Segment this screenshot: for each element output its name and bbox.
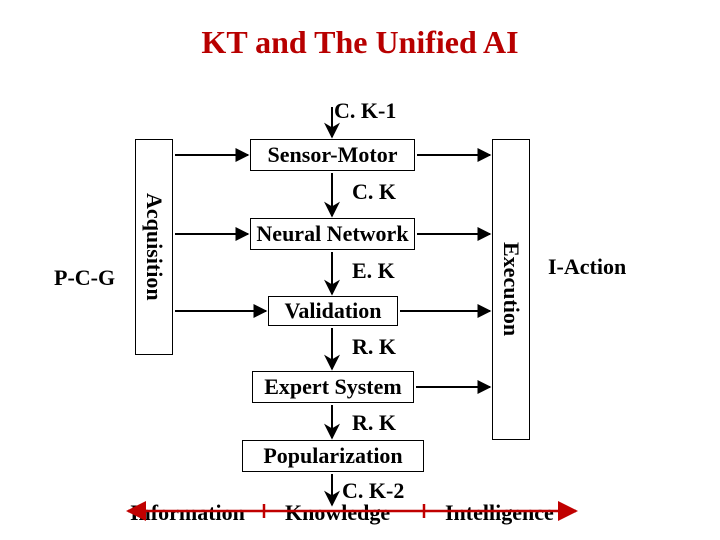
level-ek: E. K bbox=[352, 258, 395, 284]
left-pillar-label: Acquisition bbox=[141, 159, 167, 335]
label-iaction: I-Action bbox=[548, 254, 626, 280]
diagram-root: KT and The Unified AI Acquisition Execut… bbox=[0, 0, 720, 540]
level-ck: C. K bbox=[352, 179, 396, 205]
axis-intelligence: Intelligence bbox=[445, 500, 554, 526]
box-neural-label: Neural Network bbox=[256, 221, 408, 247]
right-pillar-label: Execution bbox=[498, 179, 524, 400]
box-neural-network: Neural Network bbox=[250, 218, 415, 250]
axis-knowledge: Knowledge bbox=[285, 500, 390, 526]
level-rk-2: R. K bbox=[352, 410, 396, 436]
axis-information: Information bbox=[130, 500, 245, 526]
box-sensor-label: Sensor-Motor bbox=[268, 142, 398, 168]
level-rk-1: R. K bbox=[352, 334, 396, 360]
right-arrows bbox=[400, 155, 490, 387]
box-expert-system: Expert System bbox=[252, 371, 414, 403]
page-title: KT and The Unified AI bbox=[0, 24, 720, 61]
box-popularization: Popularization bbox=[242, 440, 424, 472]
box-popular-label: Popularization bbox=[263, 443, 402, 469]
level-ck-1: C. K-1 bbox=[334, 98, 396, 124]
box-sensor-motor: Sensor-Motor bbox=[250, 139, 415, 171]
box-expert-label: Expert System bbox=[264, 374, 401, 400]
label-pcg: P-C-G bbox=[54, 265, 115, 291]
box-valid-label: Validation bbox=[284, 298, 381, 324]
box-validation: Validation bbox=[268, 296, 398, 326]
